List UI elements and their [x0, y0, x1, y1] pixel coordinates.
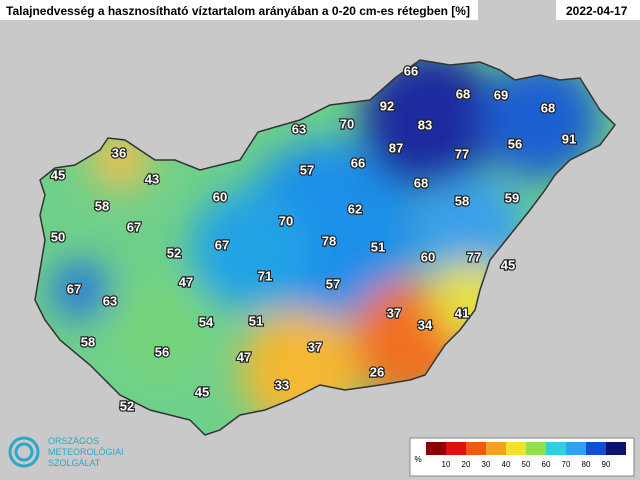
logo-line: SZOLGÁLAT: [48, 458, 101, 468]
legend-tick: 40: [502, 460, 511, 469]
station-value: 59: [505, 190, 519, 205]
title-box: [0, 0, 478, 20]
logo-line: ORSZÁGOS: [48, 436, 99, 446]
station-value: 63: [292, 121, 306, 136]
station-value: 67: [215, 237, 229, 252]
station-value: 83: [418, 117, 432, 132]
station-value: 52: [167, 245, 181, 260]
station-value: 71: [258, 268, 272, 283]
legend-swatch: [426, 442, 446, 455]
station-value: 66: [351, 155, 365, 170]
station-value: 45: [195, 384, 209, 399]
legend-swatch: [466, 442, 486, 455]
legend-swatch: [566, 442, 586, 455]
station-value: 58: [81, 334, 95, 349]
station-value: 33: [275, 377, 289, 392]
station-value: 60: [213, 189, 227, 204]
station-value: 91: [562, 131, 576, 146]
legend-tick: 60: [542, 460, 551, 469]
stations: 66 68 69 68 92 83 70 63 91 87 77 56 66 36 57 45 43 68 60 58…: [50, 62, 578, 414]
logo-ring: [14, 442, 34, 462]
station-value: 67: [67, 281, 81, 296]
legend-swatch: [486, 442, 506, 455]
station-value: 58: [455, 193, 469, 208]
station-value: 87: [389, 140, 403, 155]
station-value: 52: [120, 398, 134, 413]
legend-tick: 50: [522, 460, 531, 469]
station-value: 36: [112, 145, 126, 160]
station-value: 34: [418, 317, 433, 332]
legend-tick: 30: [482, 460, 491, 469]
station-value: 56: [155, 344, 169, 359]
station-value: 68: [541, 100, 555, 115]
station-value: 41: [455, 305, 469, 320]
station-value: 60: [421, 249, 435, 264]
legend: % 10 20 30 40 50 60 70 80 90: [409, 437, 635, 477]
station-value: 51: [249, 313, 263, 328]
station-value: 56: [508, 136, 522, 151]
station-value: 37: [387, 305, 401, 320]
legend-swatch: [526, 442, 546, 455]
legend-tick: 20: [462, 460, 471, 469]
station-value: 92: [380, 98, 394, 113]
station-value: 66: [404, 63, 418, 78]
station-value: 47: [179, 274, 193, 289]
station-value: 47: [237, 349, 251, 364]
station-value: 37: [308, 339, 322, 354]
legend-swatch: [546, 442, 566, 455]
station-value: 69: [494, 87, 508, 102]
station-value: 77: [455, 146, 469, 161]
station-value: 70: [340, 116, 354, 131]
station-value: 57: [326, 276, 340, 291]
legend-tick: 70: [562, 460, 571, 469]
legend-tick: 10: [442, 460, 451, 469]
station-value: 51: [371, 239, 385, 254]
station-value: 26: [370, 364, 384, 379]
legend-unit: %: [414, 455, 421, 464]
station-value: 68: [414, 175, 428, 190]
legend-swatch: [446, 442, 466, 455]
logo-ring: [8, 436, 40, 468]
station-value: 43: [145, 171, 159, 186]
legend-tick: 90: [602, 460, 611, 469]
station-value: 67: [127, 219, 141, 234]
legend-tick: 80: [582, 460, 591, 469]
station-value: 50: [51, 229, 65, 244]
legend-swatch: [586, 442, 606, 455]
station-value: 77: [467, 249, 481, 264]
date-box: [556, 0, 640, 20]
station-value: 78: [322, 233, 336, 248]
title: Talajnedvesség a hasznosítható víztartal…: [6, 4, 470, 18]
station-value: 63: [103, 293, 117, 308]
station-value: 54: [199, 314, 214, 329]
legend-swatch: [506, 442, 526, 455]
station-value: 58: [95, 198, 109, 213]
date: 2022-04-17: [566, 4, 628, 18]
legend-swatch: [606, 442, 626, 455]
station-value: 45: [51, 167, 65, 182]
station-value: 57: [300, 162, 314, 177]
logo: ORSZÁGOS METEOROLÓGIAI SZOLGÁLAT: [8, 436, 124, 468]
station-value: 45: [501, 257, 515, 272]
logo-line: METEOROLÓGIAI: [48, 447, 124, 457]
station-value: 62: [348, 201, 362, 216]
station-value: 70: [279, 213, 293, 228]
station-value: 68: [456, 86, 470, 101]
